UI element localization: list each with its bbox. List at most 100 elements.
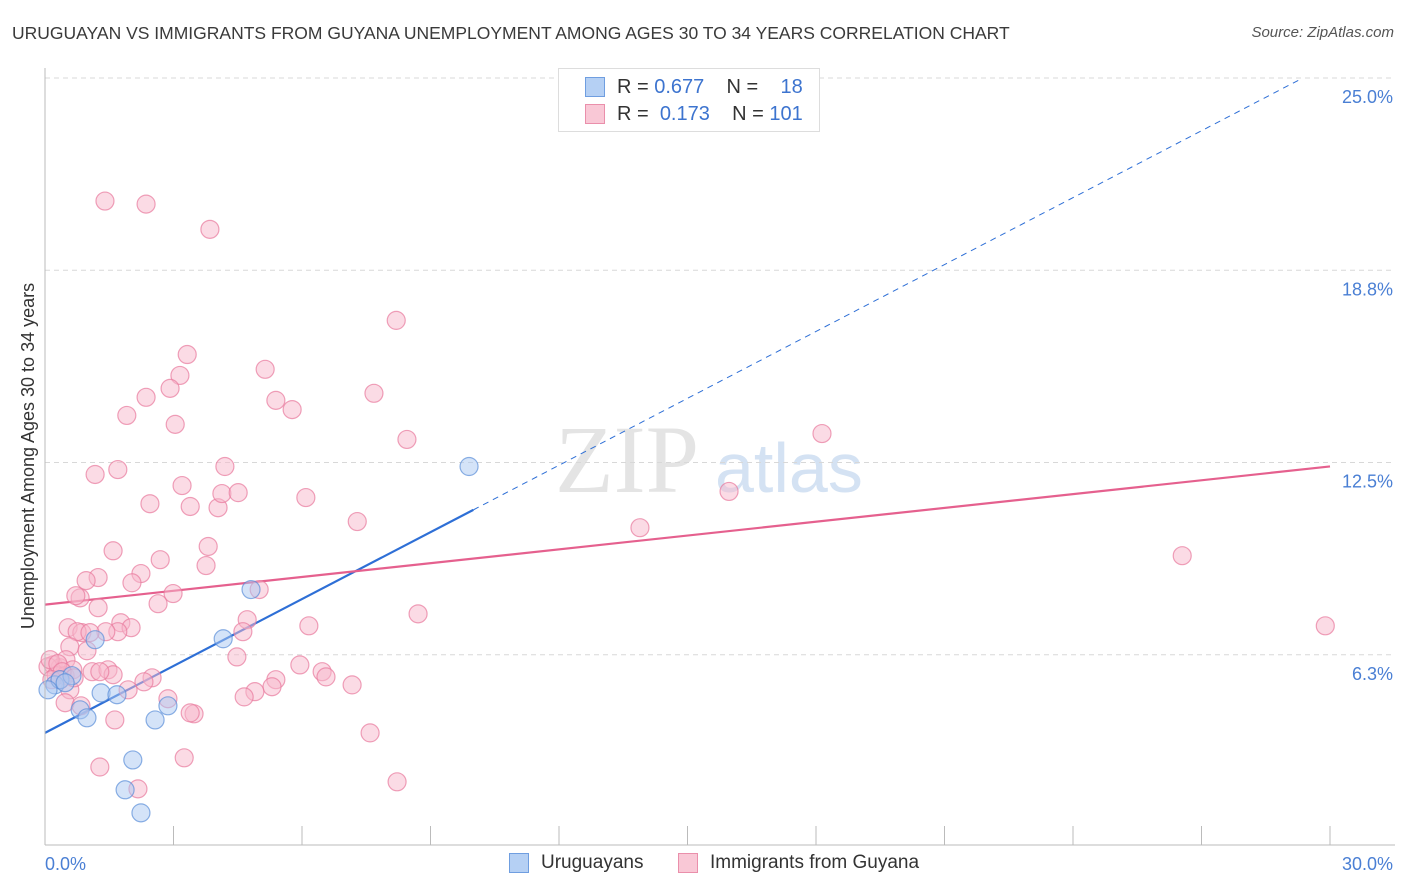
blue-swatch <box>585 77 605 97</box>
guyana-point <box>165 414 185 434</box>
series-name: Immigrants from Guyana <box>710 852 920 873</box>
guyana-point <box>136 194 156 214</box>
guyana-point <box>160 378 180 398</box>
uruguayan-point <box>145 710 165 730</box>
x-tick-label: 0.0% <box>45 854 86 874</box>
guyana-point <box>347 511 367 532</box>
guyana-point <box>163 583 183 604</box>
uruguayan-point <box>107 685 127 705</box>
bottom-legend-uruguayans: Uruguayans <box>509 852 643 874</box>
guyana-point <box>342 675 362 695</box>
guyana-point <box>90 662 110 682</box>
uruguayan-point <box>115 780 135 800</box>
guyana-point <box>212 483 232 504</box>
guyana-point <box>719 481 739 502</box>
guyana-point <box>290 655 310 675</box>
guyana-point <box>364 383 384 403</box>
series-name: Uruguayans <box>541 852 644 873</box>
guyana-point <box>1315 616 1335 636</box>
pink-swatch <box>678 853 698 873</box>
r-value: 0.173 <box>659 102 710 125</box>
guyana-point <box>266 390 286 410</box>
guyana-point <box>90 757 110 777</box>
n-label: N = <box>726 75 759 98</box>
guyana-point <box>630 518 650 538</box>
guyana-point <box>408 604 428 624</box>
guyana-point <box>227 647 247 667</box>
legend-row-guyana: R = 0.173 N = 101 <box>585 102 803 126</box>
guyana-point <box>196 555 216 576</box>
guyana-point <box>296 487 316 508</box>
guyana-point <box>117 405 137 426</box>
uruguayan-point <box>131 803 151 823</box>
r-label: R = <box>617 75 649 98</box>
legend-row-uruguayans: R = 0.677 N = 18 <box>585 75 803 99</box>
uruguayan-point <box>241 579 261 600</box>
guyana-point <box>95 191 115 211</box>
guyana-point <box>234 687 254 707</box>
guyana-point <box>233 622 253 642</box>
guyana-point <box>180 703 200 723</box>
n-value: 18 <box>780 75 803 98</box>
guyana-point <box>85 464 105 485</box>
guyana-point <box>122 573 142 593</box>
chart-title: URUGUAYAN VS IMMIGRANTS FROM GUYANA UNEM… <box>12 23 1010 43</box>
n-value: 101 <box>769 102 803 125</box>
r-label: R = <box>617 102 649 125</box>
guyana-point <box>170 365 190 386</box>
x-tick-label: 30.0% <box>1342 854 1393 874</box>
guyana-point <box>66 586 86 606</box>
uruguayan-point <box>158 696 178 716</box>
guyana-point <box>88 598 108 618</box>
guyana-point <box>386 310 406 330</box>
legend: R = 0.677 N = 18 R = 0.173 N = 101 <box>558 68 820 132</box>
r-value: 0.677 <box>654 75 705 98</box>
guyana-point <box>316 667 336 687</box>
watermark-atlas: atlas <box>715 429 863 507</box>
bottom-legend-guyana: Immigrants from Guyana <box>678 852 919 874</box>
guyana-point <box>255 359 275 379</box>
guyana-point <box>150 550 170 570</box>
guyana-point <box>282 399 302 420</box>
guyana-point <box>228 483 248 503</box>
guyana-point <box>174 748 194 768</box>
watermark-zip: ZIP <box>555 406 699 513</box>
guyana-point <box>1172 546 1192 566</box>
uruguayan-point <box>38 680 58 700</box>
guyana-point <box>76 571 96 591</box>
guyana-point <box>148 594 168 614</box>
y-tick-label: 18.8% <box>1342 279 1393 299</box>
uruguayan-trendline-extension <box>473 79 1301 511</box>
uruguayan-point <box>85 630 105 650</box>
uruguayan-point <box>123 750 143 770</box>
source-label: Source: ZipAtlas.com <box>1251 24 1394 41</box>
guyana-point <box>198 536 218 557</box>
guyana-point <box>200 219 220 239</box>
guyana-point <box>812 423 832 444</box>
n-label: N = <box>732 102 764 125</box>
guyana-point <box>105 710 125 730</box>
guyana-point <box>140 494 160 514</box>
uruguayan-point <box>91 683 111 703</box>
y-axis-label: Unemployment Among Ages 30 to 34 years <box>18 283 38 629</box>
guyana-point <box>180 496 200 517</box>
uruguayan-point <box>459 456 479 477</box>
guyana-point <box>134 672 154 692</box>
uruguayan-point <box>77 708 97 728</box>
guyana-point <box>262 677 282 697</box>
pink-swatch <box>585 104 605 124</box>
guyana-point <box>397 429 417 450</box>
guyana-point <box>215 456 235 477</box>
guyana-point <box>387 772 407 792</box>
y-tick-label: 25.0% <box>1342 87 1393 107</box>
guyana-point <box>103 541 123 561</box>
uruguayan-point <box>55 673 75 693</box>
guyana-point <box>177 344 197 365</box>
y-tick-label: 12.5% <box>1342 472 1393 492</box>
guyana-point <box>136 387 156 407</box>
guyana-point <box>108 459 128 480</box>
guyana-point <box>299 616 319 636</box>
y-tick-label: 6.3% <box>1352 664 1393 684</box>
